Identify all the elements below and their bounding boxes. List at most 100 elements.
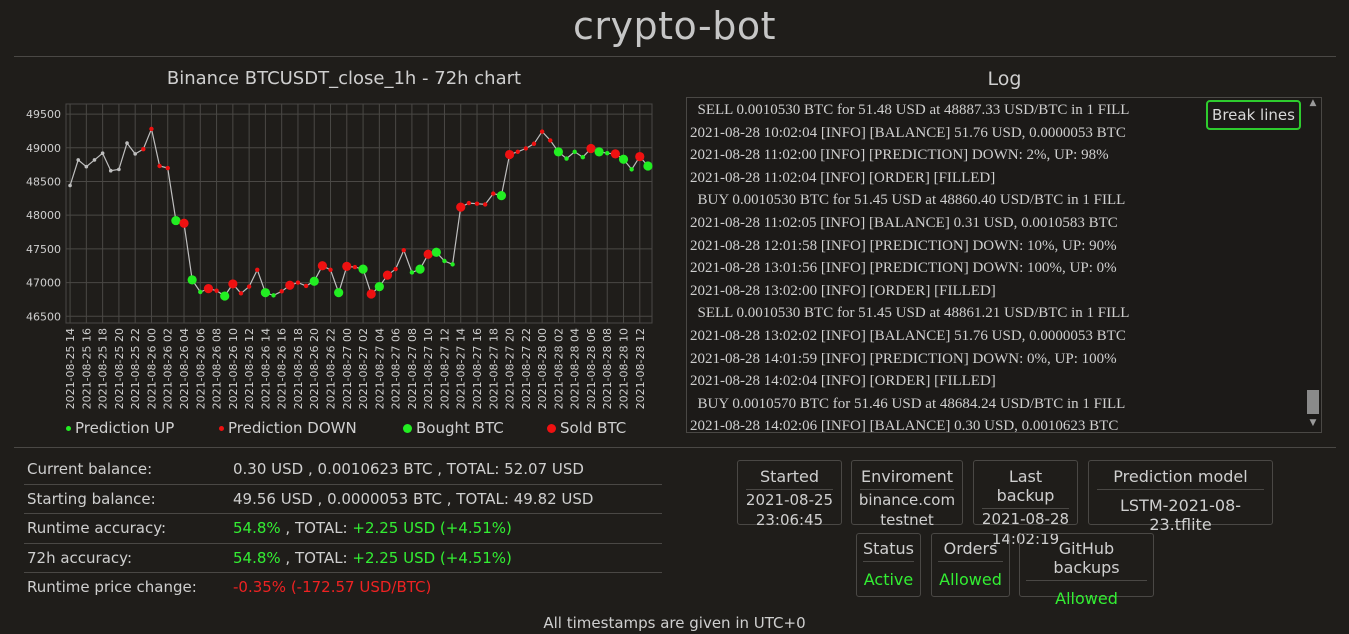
data-point-sold — [635, 151, 645, 162]
data-point-bought — [334, 288, 344, 298]
y-tick-label: 49500 — [26, 108, 61, 121]
x-tick-label: 2021-08-26 08 — [211, 328, 224, 409]
data-point-pred-up — [271, 293, 276, 298]
data-point-pred-up — [198, 289, 203, 295]
legend-dot-small-red — [219, 426, 224, 431]
data-point-none — [125, 141, 129, 145]
x-tick-label: 2021-08-28 10 — [618, 328, 631, 409]
data-point-pred-up — [580, 155, 586, 160]
data-point-none — [68, 183, 72, 188]
log-line: SELL 0.0010530 BTC for 51.48 USD at 4888… — [690, 102, 1130, 118]
card-head: Prediction model — [1097, 467, 1264, 490]
legend-prediction-up: Prediction UP — [66, 419, 174, 437]
data-point-pred-down — [401, 248, 406, 253]
data-point-sold — [203, 284, 214, 294]
card-github-backups: GitHub backups Allowed — [1019, 533, 1154, 608]
log-line: 2021-08-28 10:02:04 [INFO] [BALANCE] 51.… — [690, 124, 1126, 141]
stat-label: Current balance: — [27, 460, 153, 478]
x-tick-label: 2021-08-26 16 — [276, 328, 289, 409]
stat-runtime-accuracy: Runtime accuracy: 54.8% , TOTAL: +2.25 U… — [24, 514, 662, 544]
card-head: Status — [863, 539, 914, 562]
card-line: LSTM-2021-08-23.tflite — [1119, 496, 1242, 534]
log-title: Log — [987, 68, 1022, 90]
accuracy-mid: , TOTAL: — [280, 548, 353, 567]
card-environment: Enviroment binance.com testnet — [851, 460, 963, 529]
data-point-sold — [228, 279, 238, 289]
break-lines-button[interactable]: Break lines — [1206, 100, 1301, 130]
x-tick-label: 2021-08-27 06 — [390, 328, 403, 409]
accuracy-pct: 54.8% — [233, 548, 281, 567]
accuracy-pct: 54.8% — [233, 519, 281, 537]
stat-runtime-price-change: Runtime price change: -0.35% (-172.57 US… — [24, 573, 662, 602]
x-tick-label: 2021-08-27 12 — [438, 328, 451, 409]
x-tick-label: 2021-08-25 20 — [113, 328, 126, 409]
data-point-bought — [187, 275, 197, 285]
log-scrollbar[interactable]: ▲ ▼ — [1305, 98, 1321, 432]
x-tick-label: 2021-08-27 04 — [373, 328, 386, 409]
stats-table: Current balance: 0.30 USD , 0.0010623 BT… — [24, 455, 662, 602]
log-line: 2021-08-28 13:02:00 [INFO] [ORDER] [FILL… — [690, 282, 996, 299]
x-tick-label: 2021-08-27 00 — [341, 328, 354, 409]
data-point-sold — [366, 289, 376, 299]
scroll-thumb[interactable] — [1307, 390, 1319, 414]
card-started: Started 2021-08-25 23:06:45 — [737, 460, 842, 529]
x-tick-label: 2021-08-28 08 — [601, 328, 614, 409]
x-tick-label: 2021-08-27 18 — [487, 328, 500, 409]
log-line: 2021-08-28 12:01:58 [INFO] [PREDICTION] … — [690, 237, 1117, 254]
data-point-bought — [431, 247, 441, 257]
data-point-bought — [415, 264, 425, 274]
data-point-bought — [594, 147, 604, 157]
data-point-none — [133, 152, 137, 156]
data-point-sold — [317, 261, 327, 271]
app-title: crypto-bot — [573, 4, 776, 48]
scroll-down-icon[interactable]: ▼ — [1309, 418, 1317, 428]
scroll-up-icon[interactable]: ▲ — [1309, 98, 1317, 108]
data-point-pred-down — [466, 200, 472, 206]
data-point-bought — [171, 215, 181, 226]
card-last-backup: Last backup 2021-08-28 14:02:19 — [973, 460, 1078, 548]
legend-bought: Bought BTC — [403, 419, 504, 437]
data-point-bought — [553, 147, 564, 157]
chart-title: Binance BTCUSDT_close_1h - 72h chart — [166, 68, 522, 89]
data-point-bought — [358, 264, 368, 274]
log-panel[interactable]: SELL 0.0010530 BTC for 51.48 USD at 4888… — [686, 97, 1322, 433]
data-point-bought — [496, 191, 507, 201]
stat-current-balance: Current balance: 0.30 USD , 0.0010623 BT… — [24, 455, 662, 485]
data-point-sold — [179, 218, 189, 228]
data-point-pred-down — [246, 284, 252, 289]
accuracy-mid: , TOTAL: — [280, 519, 353, 537]
stat-starting-balance: Starting balance: 49.56 USD , 0.0000053 … — [24, 485, 662, 514]
x-tick-label: 2021-08-28 00 — [536, 328, 549, 409]
data-point-pred-down — [482, 202, 488, 207]
card-head: Enviroment — [860, 467, 954, 490]
data-point-pred-up — [409, 270, 415, 275]
x-tick-label: 2021-08-28 02 — [552, 328, 565, 409]
stat-value: 54.8% , TOTAL: +2.25 USD (+4.51%) — [233, 514, 512, 542]
x-tick-label: 2021-08-27 08 — [406, 328, 419, 409]
section-divider — [14, 447, 1336, 448]
x-tick-label: 2021-08-26 12 — [243, 328, 256, 409]
x-tick-label: 2021-08-27 20 — [504, 328, 517, 409]
data-point-pred-down — [539, 129, 545, 134]
data-point-pred-up — [450, 262, 455, 267]
stat-label: Runtime accuracy: — [27, 519, 167, 537]
card-line: binance.com — [858, 491, 956, 509]
data-point-pred-down — [279, 289, 284, 294]
data-point-pred-down — [515, 149, 520, 155]
log-line: BUY 0.0010530 BTC for 51.45 USD at 48860… — [690, 192, 1126, 209]
data-point-sold — [285, 280, 295, 290]
data-point-pred-up — [572, 149, 577, 155]
data-point-bought — [220, 291, 230, 301]
card-head: GitHub backups — [1026, 539, 1147, 581]
accuracy-total: +2.25 USD (+4.51%) — [352, 548, 512, 567]
data-point-bought — [309, 276, 319, 286]
x-tick-label: 2021-08-27 22 — [520, 328, 533, 409]
data-point-pred-down — [149, 126, 154, 132]
card-head: Orders — [938, 539, 1003, 562]
x-tick-label: 2021-08-25 16 — [80, 328, 93, 409]
stat-label: Runtime price change: — [27, 578, 197, 596]
log-line: 2021-08-28 14:01:59 [INFO] [PREDICTION] … — [690, 350, 1117, 367]
stat-label: Starting balance: — [27, 489, 156, 508]
log-lines: SELL 0.0010530 BTC for 51.48 USD at 4888… — [690, 99, 1130, 432]
log-line: 2021-08-28 11:02:00 [INFO] [PREDICTION] … — [690, 147, 1109, 164]
